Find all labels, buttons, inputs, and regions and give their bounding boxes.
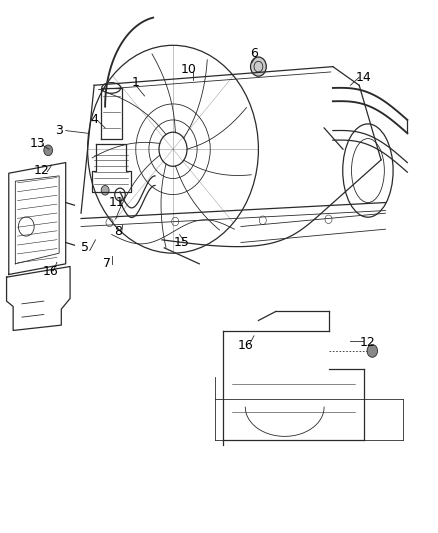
Text: 1: 1 bbox=[132, 76, 140, 89]
Text: 8: 8 bbox=[114, 225, 122, 238]
Text: 3: 3 bbox=[55, 124, 63, 137]
Circle shape bbox=[44, 145, 53, 156]
Text: 14: 14 bbox=[356, 71, 371, 84]
Text: 7: 7 bbox=[103, 257, 111, 270]
Text: 16: 16 bbox=[237, 339, 253, 352]
Text: 11: 11 bbox=[108, 196, 124, 209]
Text: 5: 5 bbox=[81, 241, 89, 254]
Circle shape bbox=[367, 344, 378, 357]
Text: 13: 13 bbox=[29, 138, 45, 150]
Text: 12: 12 bbox=[34, 164, 49, 177]
Text: 6: 6 bbox=[250, 47, 258, 60]
Circle shape bbox=[101, 185, 109, 195]
Circle shape bbox=[251, 57, 266, 76]
Text: 16: 16 bbox=[42, 265, 58, 278]
Text: 4: 4 bbox=[90, 114, 98, 126]
Text: 10: 10 bbox=[180, 63, 196, 76]
Text: 15: 15 bbox=[174, 236, 190, 249]
Text: 12: 12 bbox=[360, 336, 376, 349]
